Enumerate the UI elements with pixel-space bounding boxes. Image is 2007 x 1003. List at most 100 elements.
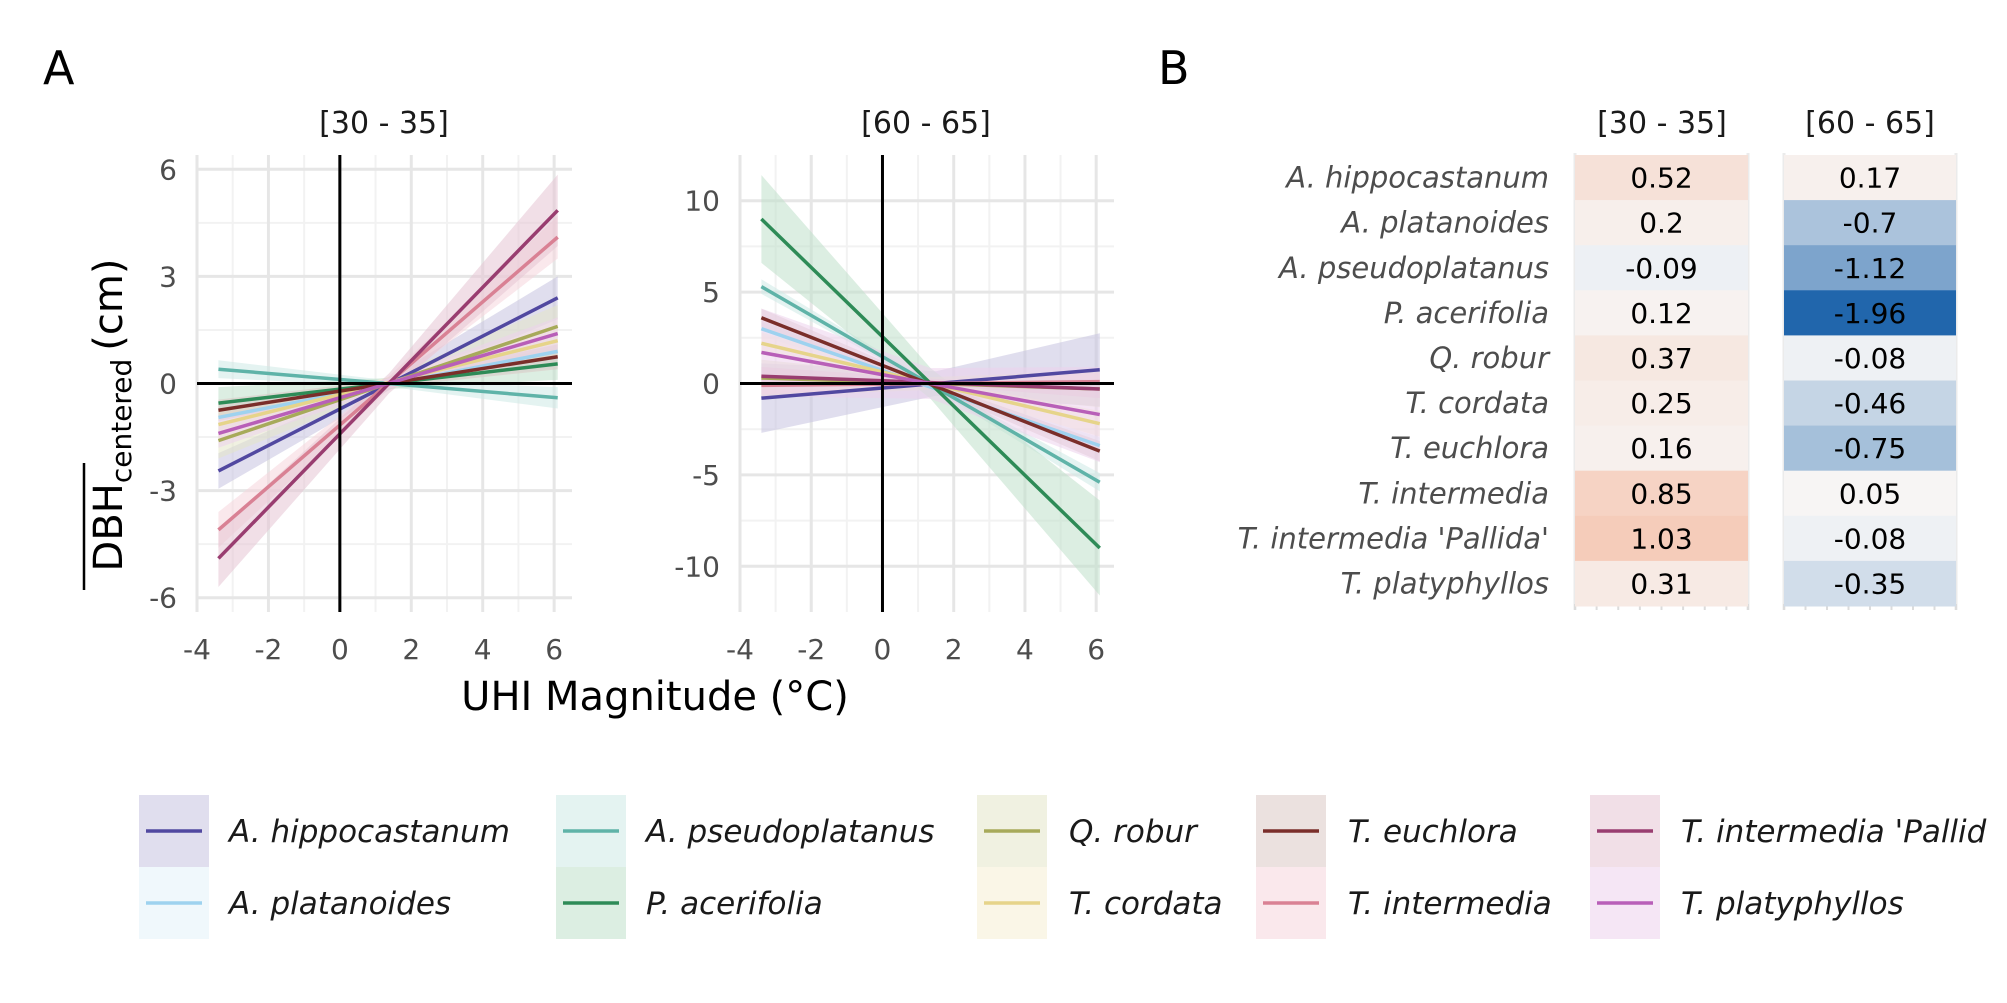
facet-30-35: [30 - 35] 6 3 0 -3 -6-4 -2 0 2 4 6: [149, 106, 572, 666]
y-tick-label: 0: [159, 368, 177, 401]
legend-label: T. cordata: [1069, 886, 1223, 922]
heatmap-row-label-a-platanoides: A. platanoides: [1339, 206, 1549, 240]
heatmap-cell-label: -1.12: [1834, 252, 1906, 285]
heatmap-cell-label: -0.46: [1834, 387, 1906, 420]
heatmap-row-label-p-acerifolia: P. acerifolia: [1384, 296, 1549, 330]
x-tick-label: -2: [254, 633, 282, 666]
heatmap-cell-label: 0.25: [1630, 387, 1692, 420]
heatmap-row-label-t-platyphyllos: T. platyphyllos: [1341, 566, 1549, 600]
x-tick-label: 0: [874, 633, 892, 666]
legend-item-t-intermedia: T. intermedia: [1256, 867, 1552, 939]
heatmap-row-label-t-euchlora: T. euchlora: [1390, 431, 1549, 465]
facet-60-65: [60 - 65] 10 5 0 -5 -10 -4 -2 0 2 4 6: [674, 106, 1114, 666]
heatmap-cell-label: 0.05: [1839, 477, 1901, 510]
y-tick-label: -3: [149, 475, 177, 508]
panel-a-line-charts: [30 - 35] 630-3-6-4 -2 0 2 4 6 [60 - 65] 1050…: [82, 106, 1114, 720]
legend-item-p-acerifolia: P. acerifolia: [556, 867, 823, 939]
series-line-a-platanoides-60-65: [760, 327, 1101, 448]
legend-item-t-platyphyllos: T. platyphyllos: [1590, 867, 1904, 939]
heatmap-cell-label: 0.12: [1630, 297, 1692, 330]
heatmap-cell-t-cordata-30-35: [1575, 380, 1748, 427]
legend-label: P. acerifolia: [646, 886, 823, 922]
legend-item-a-pseudoplatanus: A. pseudoplatanus: [556, 795, 935, 867]
heatmap-cell-a-platanoides-30-35: [1575, 200, 1748, 246]
x-tick-label: 4: [1016, 633, 1034, 666]
heatmap-cell-a-hippocastanum-60-65: [1784, 155, 1956, 201]
x-tick-label: -2: [797, 633, 825, 666]
x-tick-label: 0: [331, 633, 349, 666]
heatmap-cell-p-acerifolia-30-35: [1575, 290, 1748, 336]
heatmap-cell-label: 0.85: [1630, 477, 1692, 510]
heatmap-cell-label: 0.2: [1639, 207, 1684, 240]
panel-b-heatmap: [30 - 35] [60 - 65] 0.52 0.17 0.2 -0.7 -0.09…: [1238, 106, 1958, 610]
legend-item-a-platanoides: A. platanoides: [139, 867, 451, 939]
heatmap-cell-label: 0.31: [1630, 567, 1692, 600]
heatmap-cell-label: -0.75: [1834, 432, 1906, 465]
heatmap-cell-t-cordata-60-65: [1784, 380, 1956, 427]
heatmap-cell-label: -0.35: [1834, 567, 1906, 600]
y-axis-title: DBHcentered (cm): [82, 259, 138, 590]
legend-label: A. platanoides: [227, 886, 451, 922]
heatmap-cell-q-robur-30-35: [1575, 335, 1748, 381]
heatmap-cell-t-platyphyllos-30-35: [1575, 560, 1748, 607]
y-tick-label: 5: [702, 276, 720, 309]
heatmap-cell-q-robur-60-65: [1784, 335, 1956, 381]
heatmap-cell-label: -1.96: [1834, 297, 1906, 330]
heatmap-row-label-t-intermedia: T. intermedia: [1358, 476, 1549, 510]
svg-text:DBHcentered(cm): DBHcentered (cm): [86, 259, 138, 572]
heatmap-row-label-q-robur: Q. robur: [1429, 341, 1551, 375]
heatmap-cell-label: 0.37: [1630, 342, 1692, 375]
heatmap-column-title-30-35: [30 - 35]: [1597, 106, 1727, 141]
heatmap-cell-a-platanoides-60-65: [1784, 200, 1956, 246]
heatmap-row-label-t-intermedia-pallida: T. intermedia 'Pallida': [1238, 521, 1549, 555]
heatmap-cell-label: -0.08: [1834, 522, 1906, 555]
legend-label: A. hippocastanum: [227, 814, 510, 850]
x-tick-label: 2: [402, 633, 420, 666]
heatmap-row-label-t-cordata: T. cordata: [1405, 386, 1549, 420]
heatmap-cell-a-pseudoplatanus-60-65: [1784, 245, 1956, 291]
heatmap-cell-t-intermedia-pallida-30-35: [1575, 515, 1748, 562]
facet-title-60-65: [60 - 65]: [861, 106, 991, 141]
heatmap-cell-label: -0.08: [1834, 342, 1906, 375]
facet-title-30-35: [30 - 35]: [319, 106, 449, 141]
heatmap-cell-label: 0.52: [1630, 162, 1692, 195]
legend-label: T. platyphyllos: [1681, 886, 1904, 922]
heatmap-cell-label: -0.09: [1625, 252, 1697, 285]
heatmap-cell-label: 1.03: [1630, 522, 1692, 555]
heatmap-cell-label: 0.16: [1630, 432, 1692, 465]
x-tick-label: -4: [726, 633, 754, 666]
legend-item-t-cordata: T. cordata: [977, 867, 1223, 939]
y-axis-title-unit: (cm): [86, 259, 132, 351]
x-tick-label: 6: [545, 633, 563, 666]
heatmap-cell-label: -0.7: [1843, 207, 1898, 240]
panel-letter-a: A: [43, 41, 75, 95]
heatmap-cell-t-euchlora-30-35: [1575, 425, 1748, 472]
legend-label: T. intermedia 'Pallid: [1681, 814, 1987, 850]
heatmap-cell-t-platyphyllos-60-65: [1784, 560, 1956, 607]
y-tick-label: -5: [692, 459, 720, 492]
heatmap-cell-a-hippocastanum-30-35: [1575, 155, 1748, 201]
heatmap-cell-t-intermedia-pallida-60-65: [1784, 515, 1956, 562]
legend-item-q-robur: Q. robur: [977, 795, 1199, 867]
heatmap-cell-t-intermedia-30-35: [1575, 470, 1748, 517]
heatmap-row-label-a-hippocastanum: A. hippocastanum: [1284, 161, 1549, 195]
y-tick-label: 0: [702, 368, 720, 401]
heatmap-cell-t-intermedia-60-65: [1784, 470, 1956, 517]
y-tick-label: -10: [674, 550, 720, 583]
heatmap-cell-label: 0.17: [1839, 162, 1901, 195]
legend-label: T. euchlora: [1348, 814, 1518, 850]
y-tick-label: 6: [159, 153, 177, 186]
heatmap-cell-a-pseudoplatanus-30-35: [1575, 245, 1748, 291]
legend: A. hippocastanum A. platanoides A. pseudop…: [139, 795, 1987, 939]
x-tick-label: 4: [474, 633, 492, 666]
x-tick-label: -4: [183, 633, 211, 666]
heatmap-cell-p-acerifolia-60-65: [1784, 290, 1956, 336]
legend-label: A. pseudoplatanus: [644, 814, 935, 850]
x-tick-label: 6: [1087, 633, 1105, 666]
legend-label: Q. robur: [1069, 814, 1199, 850]
y-tick-label: 3: [159, 260, 177, 293]
heatmap-cell-t-euchlora-60-65: [1784, 425, 1956, 472]
y-axis-title-main: DBH: [86, 483, 132, 571]
legend-item-t-euchlora: T. euchlora: [1256, 795, 1518, 867]
